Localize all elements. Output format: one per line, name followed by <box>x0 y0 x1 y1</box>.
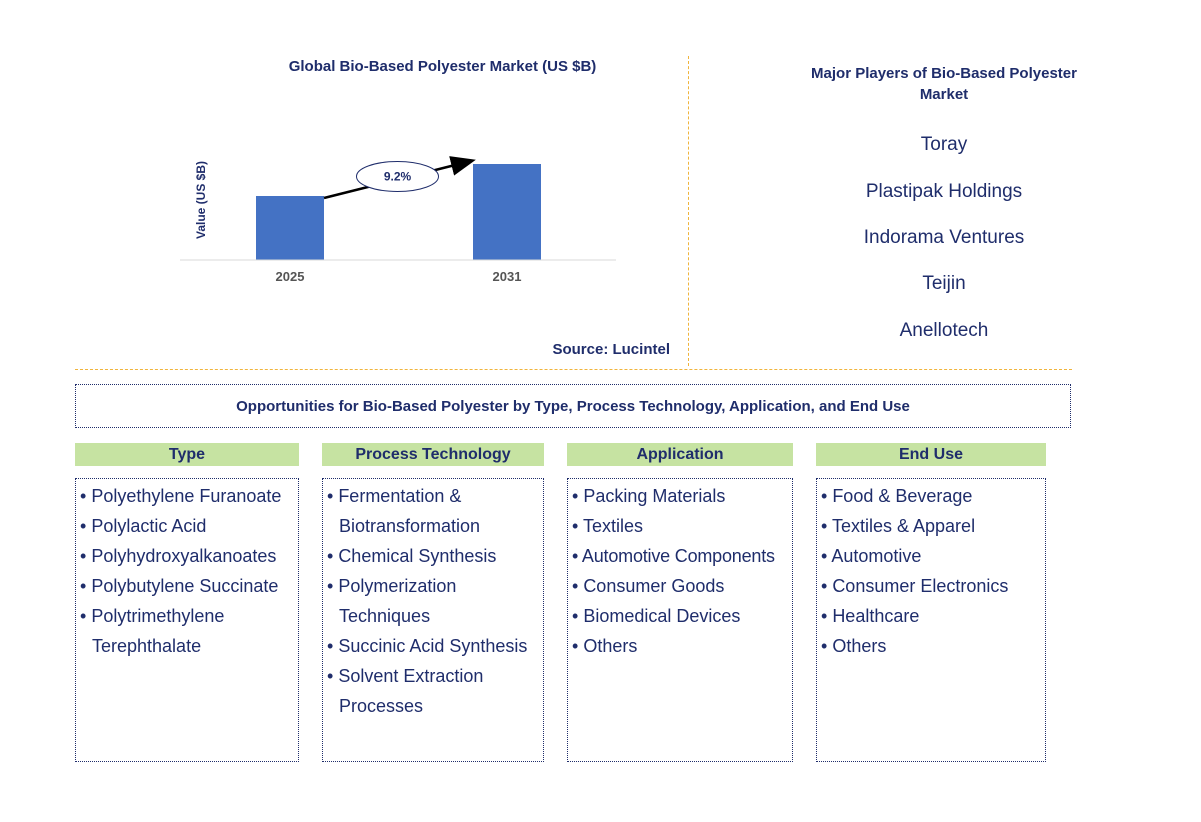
players-title: Major Players of Bio-Based Polyester Mar… <box>811 65 1077 103</box>
horizontal-divider <box>75 369 1072 370</box>
cagr-label: 9.2% <box>384 170 412 184</box>
list-item: Others <box>572 631 792 661</box>
list-item: Healthcare <box>821 601 1045 631</box>
x-tick-label: 2025 <box>276 269 305 284</box>
list-item: Succinic Acid Synthesis <box>327 631 543 661</box>
list-item: Textiles & Apparel <box>821 511 1045 541</box>
bar-chart: Value (US $B) 2025 2031 9.2% <box>180 156 616 284</box>
list-item: Solvent Extraction Processes <box>327 661 543 721</box>
category-header-process-technology: Process Technology <box>322 443 544 466</box>
category-list-process-technology: Fermentation & Biotransformation Chemica… <box>322 478 544 762</box>
chart-title: Global Bio-Based Polyester Market (US $B… <box>288 58 597 75</box>
bar-2031 <box>473 164 541 260</box>
opportunities-title-text: Opportunities for Bio-Based Polyester by… <box>236 397 910 415</box>
list-item: Chemical Synthesis <box>327 541 543 571</box>
list-item: Consumer Electronics <box>821 571 1045 601</box>
list-item: Polybutylene Succinate <box>80 571 298 601</box>
player-item: Teijin <box>922 273 966 294</box>
list-item: Polytrimethylene Terephthalate <box>80 601 298 661</box>
category-list-application: Packing Materials Textiles Automotive Co… <box>567 478 793 762</box>
list-item: Automotive <box>821 541 1045 571</box>
x-tick-label: 2031 <box>493 269 522 284</box>
player-item: Anellotech <box>899 320 989 341</box>
list-item: Packing Materials <box>572 481 792 511</box>
list-item: Consumer Goods <box>572 571 792 601</box>
vertical-divider <box>688 56 689 366</box>
opportunities-title: Opportunities for Bio-Based Polyester by… <box>75 384 1071 428</box>
category-list-end-use: Food & Beverage Textiles & Apparel Autom… <box>816 478 1046 762</box>
category-header-application: Application <box>567 443 793 466</box>
player-item: Plastipak Holdings <box>865 181 1023 202</box>
bar-2025 <box>256 196 324 260</box>
category-header-type: Type <box>75 443 299 466</box>
category-list-type: Polyethylene Furanoate Polylactic Acid P… <box>75 478 299 762</box>
list-item: Food & Beverage <box>821 481 1045 511</box>
player-item: Indorama Ventures <box>863 227 1025 248</box>
list-item: Fermentation & Biotransformation <box>327 481 543 541</box>
player-item: Toray <box>920 134 968 155</box>
list-item: Polyhydroxyalkanoates <box>80 541 298 571</box>
y-axis-label: Value (US $B) <box>194 161 208 239</box>
list-item: Textiles <box>572 511 792 541</box>
list-item: Automotive Components <box>572 541 792 571</box>
list-item: Polymerization Techniques <box>327 571 543 631</box>
list-item: Biomedical Devices <box>572 601 792 631</box>
list-item: Polyethylene Furanoate <box>80 481 298 511</box>
cagr-ellipse <box>356 161 439 192</box>
source-label: Source: Lucintel <box>552 341 670 358</box>
list-item: Polylactic Acid <box>80 511 298 541</box>
category-header-end-use: End Use <box>816 443 1046 466</box>
list-item: Others <box>821 631 1045 661</box>
